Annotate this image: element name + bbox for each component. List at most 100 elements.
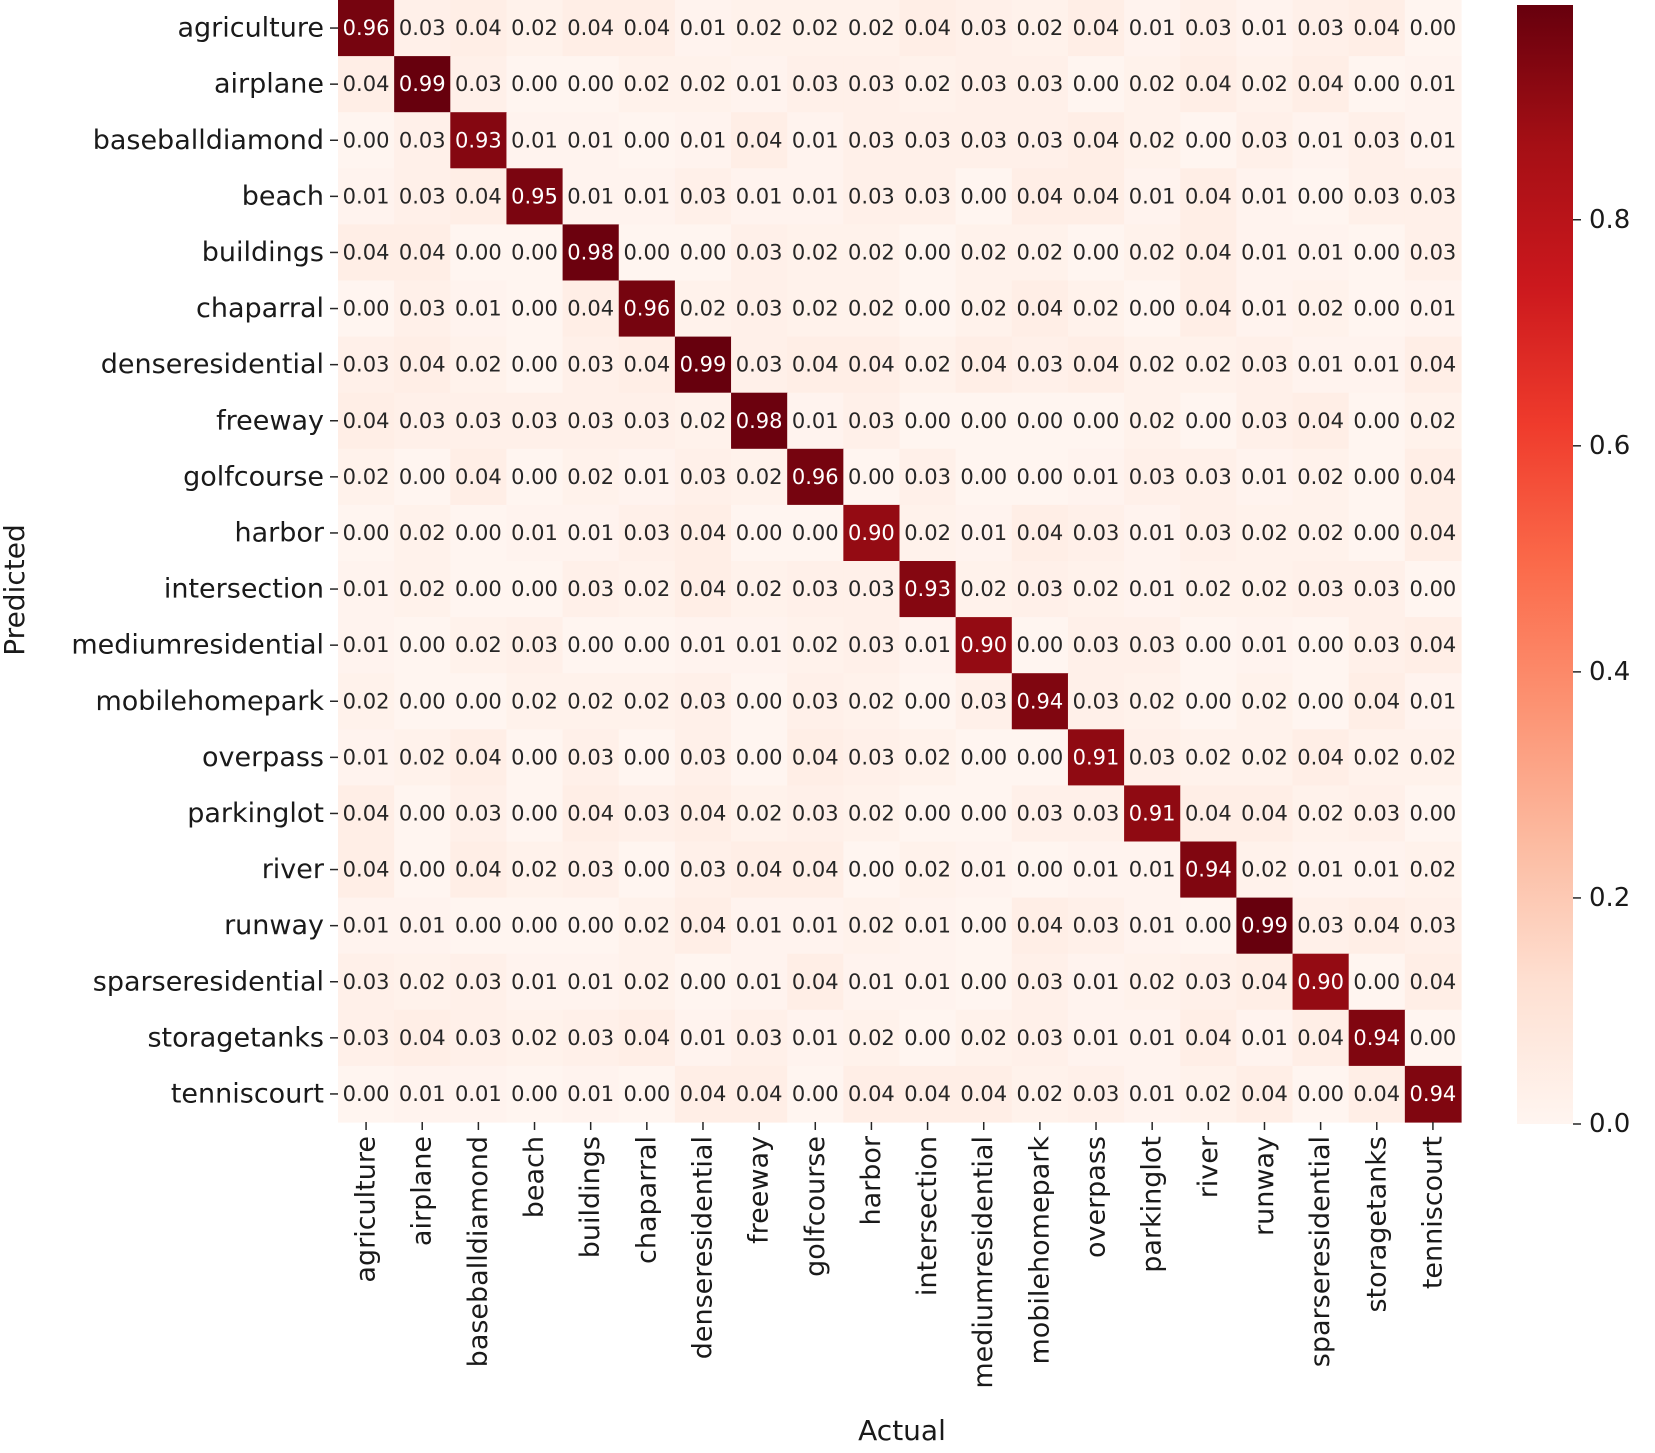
heatmap-cell: [394, 224, 451, 282]
x-tick-label: runway: [1249, 1136, 1280, 1236]
heatmap-cell: [506, 0, 564, 57]
cell-value-label: 0.02: [848, 16, 895, 40]
cell-value-label: 0.99: [399, 72, 446, 96]
heatmap-cell: [1292, 1009, 1350, 1067]
cell-value-label: 0.03: [1129, 465, 1176, 489]
cell-value-label: 0.02: [1297, 297, 1344, 321]
cell-value-label: 0.02: [399, 745, 446, 769]
heatmap-cell: [1292, 168, 1350, 225]
cell-value-label: 0.00: [343, 521, 390, 545]
heatmap-cell: [955, 729, 1013, 786]
heatmap-cell: [787, 0, 844, 57]
cell-value-label: 0.02: [399, 521, 446, 545]
y-tick-label: intersection: [164, 574, 324, 605]
cell-value-label: 0.03: [1241, 353, 1288, 377]
heatmap-cell: [955, 1065, 1013, 1123]
heatmap-cell: [1292, 561, 1350, 618]
heatmap-cell: [787, 448, 844, 506]
cell-value-label: 0.02: [399, 577, 446, 601]
cell-value-label: 0.03: [680, 184, 727, 208]
heatmap-cell: [1180, 897, 1237, 955]
heatmap-cell: [843, 168, 901, 225]
heatmap-cell: [394, 841, 451, 899]
y-tick-label: denseresidential: [101, 349, 324, 380]
heatmap-cell: [338, 224, 395, 282]
heatmap-cell: [1124, 224, 1181, 282]
heatmap-cell: [1348, 617, 1406, 674]
heatmap-cell: [1124, 280, 1181, 338]
heatmap-cell: [506, 953, 564, 1011]
cell-value-label: 0.04: [399, 240, 446, 264]
cell-value-label: 0.02: [848, 297, 895, 321]
heatmap-cell: [787, 617, 844, 674]
heatmap-cell: [1236, 673, 1294, 730]
heatmap-cell: [394, 168, 451, 225]
heatmap-cell: [338, 673, 395, 730]
heatmap-cell: [1180, 0, 1237, 57]
heatmap-cell: [1236, 785, 1294, 843]
heatmap-cell: [899, 448, 957, 506]
heatmap-cell: [1236, 1009, 1294, 1067]
heatmap-cell: [1067, 617, 1125, 674]
heatmap-cell: [562, 392, 620, 450]
cell-value-label: 0.01: [848, 970, 895, 994]
heatmap-cell: [618, 841, 676, 899]
cell-value-label: 0.01: [399, 1082, 446, 1106]
heatmap-cell: [1067, 841, 1125, 899]
x-tick-label: chaparral: [631, 1136, 662, 1264]
cell-value-label: 0.00: [623, 745, 670, 769]
cell-value-label: 0.94: [1353, 1026, 1400, 1050]
cell-value-label: 0.03: [1016, 801, 1063, 825]
heatmap-cell: [787, 729, 844, 786]
y-tick-label: runway: [224, 910, 324, 941]
cell-value-label: 0.00: [680, 970, 727, 994]
heatmap-cell: [1011, 112, 1069, 169]
cell-value-label: 0.00: [623, 1082, 670, 1106]
cell-value-label: 0.04: [343, 240, 390, 264]
heatmap-cell: [787, 336, 844, 394]
heatmap-cell: [1180, 112, 1237, 169]
heatmap-cell: [731, 336, 788, 394]
heatmap-cell: [674, 953, 732, 1011]
heatmap-cell: [899, 504, 957, 562]
cell-value-label: 0.03: [1016, 353, 1063, 377]
heatmap-cell: [955, 448, 1013, 506]
heatmap-cell: [899, 168, 957, 225]
cell-value-label: 0.03: [455, 409, 502, 433]
cell-value-label: 0.00: [399, 465, 446, 489]
cell-value-label: 0.02: [1016, 16, 1063, 40]
heatmap-cell: [450, 448, 508, 506]
heatmap-cell: [1124, 729, 1181, 786]
y-tick-label: harbor: [234, 517, 324, 548]
cell-value-label: 0.00: [455, 689, 502, 713]
cell-value-label: 0.04: [1185, 184, 1232, 208]
cell-value-label: 0.00: [1185, 914, 1232, 938]
cell-value-label: 0.00: [511, 240, 558, 264]
cell-value-label: 0.00: [1410, 1026, 1457, 1050]
x-tick-label: denseresidential: [687, 1136, 718, 1359]
heatmap-cell: [731, 785, 788, 843]
heatmap-cell: [1124, 392, 1181, 450]
heatmap-cell: [899, 1009, 957, 1067]
cell-value-label: 0.03: [848, 72, 895, 96]
cell-value-label: 0.01: [736, 970, 783, 994]
cell-value-label: 0.00: [623, 633, 670, 657]
heatmap-cell: [1124, 617, 1181, 674]
cell-value-label: 0.01: [1129, 1082, 1176, 1106]
cell-value-label: 0.02: [623, 72, 670, 96]
heatmap-cell: [899, 729, 957, 786]
heatmap-cell: [1348, 953, 1406, 1011]
heatmap-cell: [843, 336, 901, 394]
cell-value-label: 0.04: [848, 353, 895, 377]
cell-value-label: 0.03: [1185, 16, 1232, 40]
heatmap-cell: [562, 561, 620, 618]
x-tick-label: mediumresidential: [968, 1136, 999, 1389]
heatmap-cell: [787, 168, 844, 225]
cell-value-label: 0.00: [1353, 297, 1400, 321]
y-axis-title: Predicted: [0, 524, 31, 655]
cell-value-label: 0.01: [792, 409, 839, 433]
cell-value-label: 0.04: [680, 1082, 727, 1106]
heatmap-cell: [1011, 785, 1069, 843]
cell-value-label: 0.03: [1410, 914, 1457, 938]
cell-value-label: 0.00: [455, 914, 502, 938]
